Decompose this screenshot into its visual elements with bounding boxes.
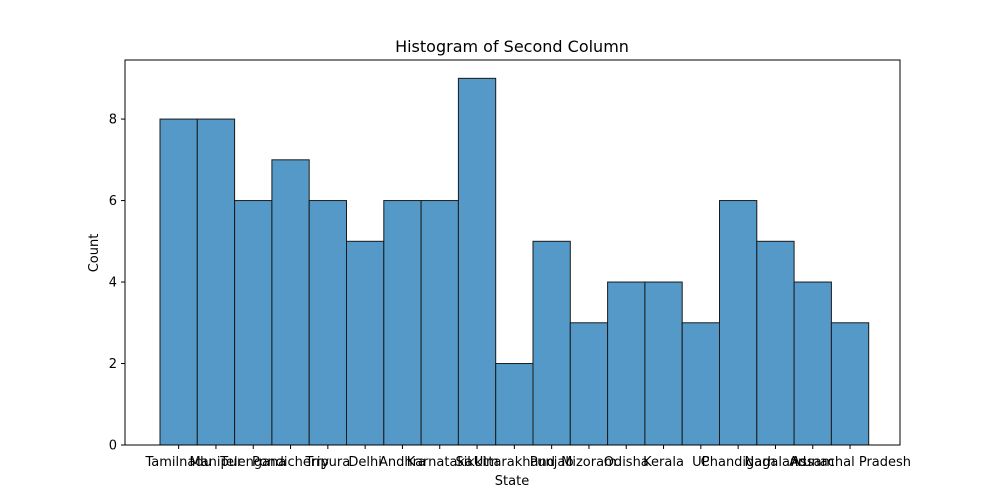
x-tick-label-9: Uttarakhand: [474, 455, 555, 470]
x-tick-label-2: Telengana: [219, 455, 286, 470]
bar-11: [569, 322, 609, 446]
y-axis-label: Count: [87, 234, 102, 273]
x-tick-label-1: Manipur: [190, 455, 244, 470]
bar-4: [308, 200, 348, 446]
bar-17: [793, 281, 832, 446]
x-tick-label-3: Pondicherry: [252, 455, 329, 470]
bar-10: [532, 240, 571, 446]
bar-9: [495, 363, 534, 446]
bar-3: [271, 159, 310, 446]
x-tick-label-14: UP: [692, 455, 710, 470]
bars-group: [159, 77, 870, 446]
bar-12: [607, 281, 646, 446]
x-tick-label-17: Assam: [791, 455, 834, 470]
x-tick-label-5: Delhi: [348, 455, 381, 470]
x-tick-label-7: Karnataka: [407, 455, 473, 470]
bar-16: [756, 240, 795, 446]
bar-18: [830, 322, 870, 446]
y-tick-label-1: 2: [109, 357, 117, 372]
bar-8: [457, 77, 497, 446]
y-tick-label-0: 0: [109, 439, 117, 454]
bar-0: [159, 118, 198, 446]
x-tick-label-18: Arunachal Pradesh: [789, 455, 911, 470]
chart-title: Histogram of Second Column: [395, 37, 629, 56]
x-tick-label-8: Sikkim: [455, 455, 498, 470]
x-tick-label-16: Nagaland: [744, 455, 806, 470]
bar-13: [644, 281, 683, 446]
bar-2: [234, 200, 273, 446]
x-tick-label-4: Tripura: [304, 455, 350, 470]
x-axis: TamilnaduManipurTelenganaPondicherryTrip…: [144, 445, 911, 470]
bar-1: [196, 118, 236, 446]
y-axis: 0 2 4 6 8: [109, 113, 125, 454]
bar-7: [420, 200, 459, 446]
y-tick-label-2: 4: [109, 276, 117, 291]
x-tick-label-0: Tamilnadu: [144, 455, 211, 470]
x-tick-label-6: Andhra: [379, 455, 426, 470]
y-tick-label-3: 6: [109, 194, 117, 209]
x-tick-label-10: Punjab: [530, 455, 574, 470]
plot-frame: [124, 59, 901, 446]
bar-5: [346, 240, 385, 446]
x-tick-label-11: Mizoram: [561, 455, 617, 470]
y-tick-label-4: 8: [109, 113, 117, 128]
bar-6: [383, 200, 422, 446]
x-tick-label-13: Kerala: [643, 455, 684, 470]
bar-15: [719, 200, 758, 446]
bar-14: [681, 322, 721, 446]
x-axis-label: State: [495, 474, 529, 489]
x-tick-label-12: Odisha: [604, 455, 649, 470]
x-tick-label-15: Chandigarh: [701, 455, 776, 470]
